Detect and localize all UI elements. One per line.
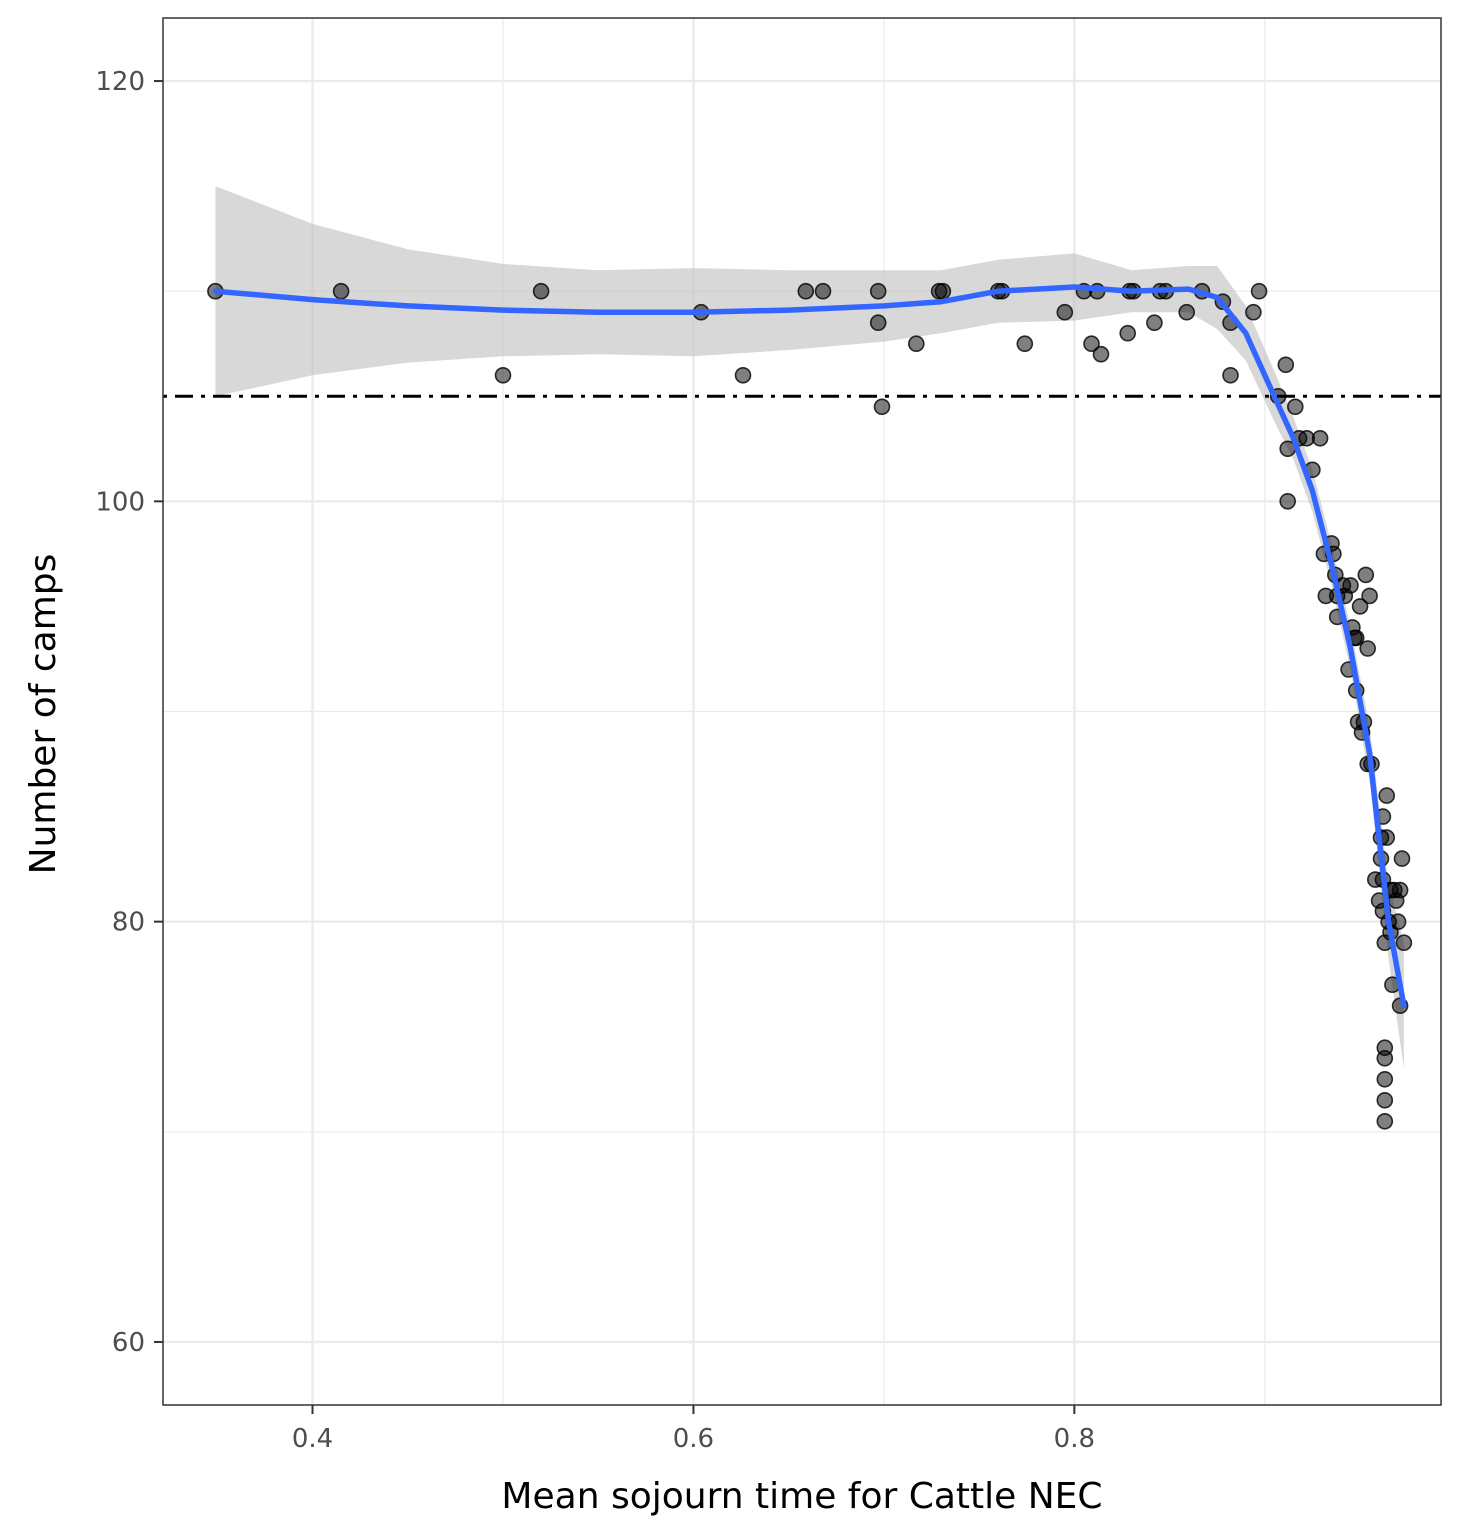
data-point: [907, 335, 925, 353]
x-tick-label: 0.8: [1054, 1424, 1095, 1454]
axis-ticks: [154, 80, 1076, 1414]
panel-border: [162, 17, 1442, 1406]
data-point: [797, 282, 815, 300]
data-points: [207, 282, 1413, 1130]
data-point: [869, 314, 887, 332]
data-point: [1119, 324, 1136, 342]
x-axis-title: Mean sojourn time for Cattle NEC: [501, 1476, 1102, 1517]
y-tick-label: 120: [95, 67, 145, 97]
data-point: [1393, 850, 1411, 867]
data-point: [1395, 934, 1413, 952]
data-point: [1222, 366, 1239, 384]
data-point: [1351, 598, 1369, 615]
data-point: [814, 282, 832, 300]
x-tick-labels: 0.4 0.6 0.8: [292, 1424, 1095, 1454]
data-point: [494, 366, 512, 384]
data-point: [873, 398, 891, 416]
data-point: [1376, 1113, 1394, 1130]
major-gridlines: [163, 18, 1441, 1405]
data-point: [1287, 398, 1304, 416]
data-point: [869, 282, 887, 300]
data-point: [1250, 282, 1268, 300]
data-point: [1361, 587, 1378, 605]
smooth-line-layer: [212, 284, 1407, 1009]
data-point: [1376, 1071, 1394, 1088]
x-tick-label: 0.6: [673, 1424, 714, 1454]
data-point: [332, 282, 350, 300]
data-point: [1056, 303, 1074, 321]
data-point: [1342, 577, 1359, 594]
data-point: [1083, 335, 1100, 353]
confidence-ribbon: [215, 186, 1404, 1069]
data-point: [1376, 1050, 1394, 1067]
smooth-line: [212, 284, 1407, 1009]
data-point: [1359, 640, 1376, 657]
confidence-band: [215, 186, 1404, 1069]
x-tick-label: 0.4: [292, 1424, 333, 1454]
data-point: [1391, 881, 1409, 899]
y-tick-label: 100: [95, 487, 145, 517]
data-point: [1376, 1092, 1394, 1109]
y-axis-title: Number of camps: [23, 554, 64, 875]
data-point: [1389, 913, 1407, 931]
data-point: [734, 366, 752, 384]
data-point: [532, 282, 550, 300]
y-tick-label: 80: [112, 908, 145, 938]
data-point: [1178, 303, 1195, 321]
y-tick-labels: 60 80 100 120: [95, 67, 145, 1358]
data-point: [1092, 345, 1110, 363]
data-point: [1357, 566, 1375, 584]
data-point: [1311, 429, 1329, 447]
data-point: [1277, 356, 1295, 374]
data-point: [1378, 787, 1395, 804]
data-point: [1016, 335, 1034, 353]
data-point: [934, 282, 952, 300]
y-tick-label: 60: [112, 1328, 145, 1358]
data-point: [1245, 303, 1262, 321]
data-point: [1279, 492, 1296, 510]
data-point: [1146, 314, 1163, 332]
